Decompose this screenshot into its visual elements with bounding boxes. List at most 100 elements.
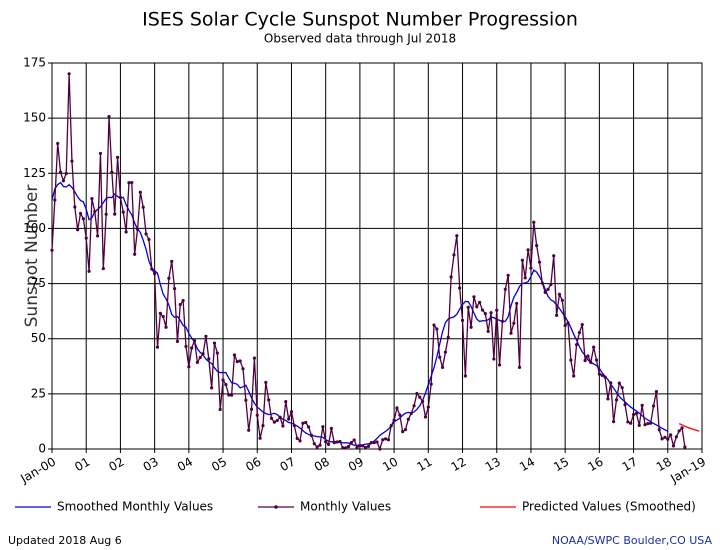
- data-point: [415, 391, 419, 396]
- data-point: [269, 416, 274, 420]
- plot-frame: [51, 62, 703, 450]
- data-point: [549, 282, 553, 287]
- x-tick-label: 15: [551, 455, 571, 475]
- data-point: [580, 322, 584, 327]
- data-point: [649, 421, 653, 425]
- data-point: [597, 372, 601, 376]
- data-point: [460, 318, 465, 323]
- data-point: [366, 444, 371, 448]
- data-point: [455, 234, 459, 238]
- data-point: [492, 357, 496, 361]
- x-tick-label: 05: [209, 455, 229, 475]
- data-point: [600, 373, 604, 377]
- data-point: [395, 406, 399, 410]
- data-point: [201, 352, 205, 356]
- y-tick-label: 75: [31, 276, 46, 290]
- x-tick-label: 07: [277, 455, 297, 475]
- y-tick-label: 0: [38, 442, 46, 456]
- data-point: [361, 444, 365, 448]
- data-point: [486, 329, 490, 334]
- data-point: [683, 445, 687, 449]
- data-point: [577, 330, 582, 335]
- x-tick-label: 13: [483, 455, 503, 475]
- data-point: [241, 367, 245, 371]
- data-point: [475, 305, 479, 309]
- data-point: [418, 395, 422, 399]
- data-point: [215, 351, 219, 355]
- data-point: [144, 232, 148, 236]
- data-point: [406, 417, 410, 421]
- data-point: [392, 418, 396, 422]
- data-point: [386, 438, 391, 442]
- data-point: [224, 382, 228, 387]
- data-point: [90, 197, 94, 201]
- data-point: [435, 327, 439, 331]
- data-point: [172, 287, 177, 291]
- data-point: [480, 308, 485, 312]
- data-point: [483, 311, 487, 316]
- data-point: [238, 359, 242, 363]
- x-tick-label: 03: [141, 455, 161, 475]
- data-point: [261, 424, 265, 428]
- data-point: [56, 141, 60, 146]
- data-point: [495, 308, 499, 312]
- data-point: [372, 441, 376, 445]
- data-point: [181, 298, 185, 303]
- data-point: [523, 276, 527, 280]
- data-point: [161, 315, 165, 319]
- data-point: [232, 353, 237, 357]
- y-tick-label: 100: [23, 221, 46, 235]
- data-point: [512, 321, 516, 325]
- data-point: [218, 407, 222, 412]
- data-point: [70, 159, 74, 163]
- data-point: [127, 181, 131, 185]
- data-point: [552, 254, 556, 258]
- data-point: [64, 171, 68, 176]
- data-point: [141, 205, 145, 209]
- data-point: [520, 258, 524, 262]
- data-point: [118, 195, 123, 199]
- data-point: [124, 230, 128, 234]
- data-point: [84, 236, 88, 240]
- data-point: [358, 444, 362, 448]
- data-point: [115, 155, 120, 160]
- data-point: [324, 440, 328, 444]
- data-point: [426, 405, 430, 409]
- data-point: [98, 151, 103, 156]
- data-point: [609, 381, 613, 385]
- data-point: [532, 220, 536, 224]
- data-point: [212, 341, 217, 345]
- data-point: [432, 323, 436, 327]
- y-tick-label: 25: [31, 386, 46, 400]
- data-point: [178, 302, 182, 307]
- data-point: [363, 445, 368, 450]
- data-point: [583, 358, 587, 363]
- chart-title: ISES Solar Cycle Sunspot Number Progress…: [142, 9, 578, 31]
- data-point: [104, 212, 108, 216]
- data-point: [138, 190, 142, 194]
- data-point: [304, 420, 308, 425]
- y-tick-label: 150: [23, 111, 46, 125]
- data-point: [643, 423, 647, 427]
- data-point: [637, 423, 641, 427]
- y-tick-label: 50: [31, 331, 46, 345]
- legend-label: Predicted Values (Smoothed): [522, 500, 696, 514]
- data-point: [398, 413, 402, 417]
- data-point: [275, 418, 279, 423]
- data-point: [287, 417, 291, 421]
- data-point: [195, 360, 199, 364]
- data-point: [170, 259, 174, 264]
- data-point: [153, 272, 157, 276]
- data-point: [472, 295, 476, 299]
- data-point: [150, 267, 154, 271]
- data-point: [572, 374, 576, 378]
- data-point: [267, 398, 271, 402]
- data-point: [440, 365, 445, 369]
- data-point: [500, 319, 505, 323]
- data-point: [329, 426, 333, 431]
- data-point: [312, 442, 316, 446]
- data-point: [227, 393, 231, 397]
- data-point: [346, 444, 351, 449]
- data-point: [421, 399, 425, 403]
- data-point: [369, 441, 373, 445]
